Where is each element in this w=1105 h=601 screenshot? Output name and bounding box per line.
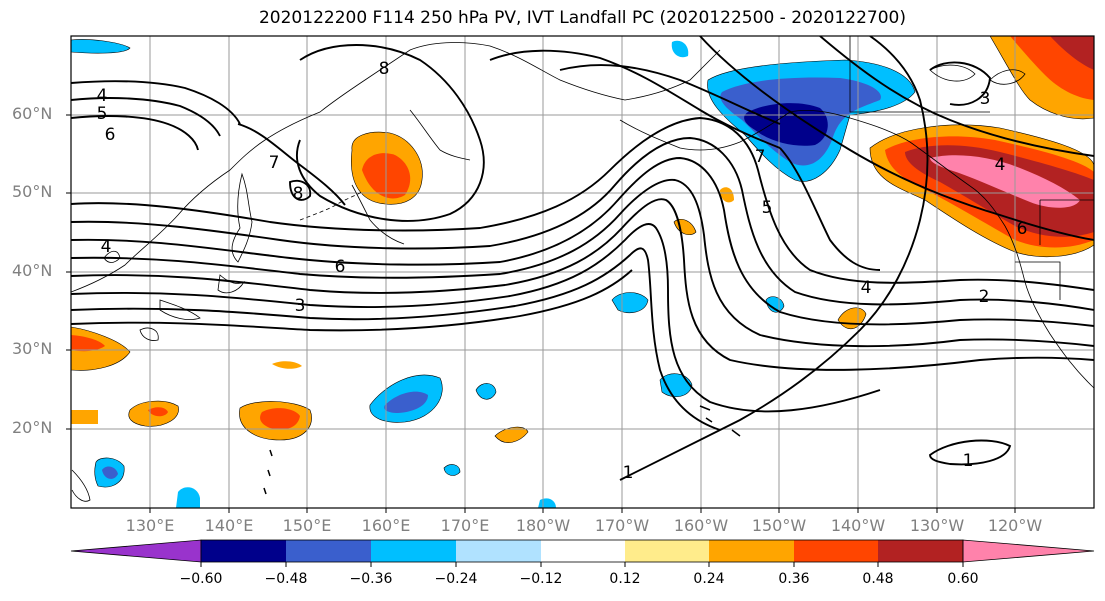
lon-label: 150°E	[282, 516, 332, 535]
lon-label: 130°E	[125, 516, 175, 535]
contour-label: 7	[269, 153, 280, 173]
colorbar-segment-6	[625, 540, 709, 562]
lat-label-40n: 40°N	[12, 261, 53, 280]
lat-label-60n: 60°N	[12, 104, 53, 123]
map-title: 2020122200 F114 250 hPa PV, IVT Landfall…	[258, 8, 906, 28]
colorbar-tick-label: 0.24	[693, 571, 725, 587]
lon-label: 170°E	[440, 516, 490, 535]
lat-label-30n: 30°N	[12, 339, 53, 358]
lon-label: 160°E	[361, 516, 411, 535]
lat-label-20n: 20°N	[12, 418, 53, 437]
colorbar-tick-label: 0.60	[947, 571, 979, 587]
colorbar	[70, 539, 1095, 567]
colorbar-segment-5	[541, 540, 625, 562]
colorbar-segment-2	[286, 540, 371, 562]
contour-label: 8	[293, 184, 304, 204]
contour-label: 1	[623, 463, 634, 483]
colorbar-segment-10	[962, 539, 1095, 563]
contour-label: 6	[105, 125, 116, 145]
pv-contours	[71, 36, 1094, 481]
contour-label: 2	[979, 287, 990, 307]
lon-label: 140°E	[204, 516, 254, 535]
lon-label: 150°W	[751, 516, 807, 535]
colorbar-tick-label: −0.24	[434, 571, 478, 587]
lat-label-50n: 50°N	[12, 182, 53, 201]
colorbar-tick-label: −0.12	[519, 571, 563, 587]
colorbar-tick-label: 0.48	[862, 571, 894, 587]
colorbar-tick-label: 0.36	[778, 571, 810, 587]
axis-ticks	[66, 114, 1016, 513]
colorbar-segment-3	[371, 540, 456, 562]
contour-label: 6	[1017, 219, 1028, 239]
contour-label: 3	[295, 296, 306, 316]
contour-label: 6	[335, 257, 346, 277]
contour-label: 4	[995, 155, 1006, 175]
contour-label: 4	[97, 86, 108, 106]
contour-label: 5	[97, 104, 108, 124]
colorbar-tick-label: −0.36	[349, 571, 393, 587]
lon-label: 140°W	[830, 516, 886, 535]
contour-label: 1	[963, 451, 974, 471]
colorbar-segment-8	[794, 540, 878, 562]
lon-label: 180°W	[515, 516, 571, 535]
lon-label: 130°W	[909, 516, 965, 535]
contour-label: 3	[980, 89, 991, 109]
lon-label: 160°W	[673, 516, 729, 535]
colorbar-tick-label: −0.48	[264, 571, 308, 587]
colorbar-segment-4	[456, 540, 541, 562]
contour-label-group: 4 5 6 7 8 8 4 6 3 7 5 4 2 1 1 3 4 6	[97, 59, 1028, 483]
contour-label: 5	[762, 198, 773, 218]
contour-label: 7	[755, 147, 766, 167]
contour-label: 8	[379, 59, 390, 79]
colorbar-tick-label: −0.60	[179, 571, 223, 587]
colorbar-segment-9	[878, 540, 963, 562]
colorbar-segment-1	[201, 540, 286, 562]
colorbar-segment-7	[709, 540, 794, 562]
colorbar-tick-label: 0.12	[609, 571, 641, 587]
lon-label: 170°W	[594, 516, 650, 535]
colorbar-segment-0	[70, 539, 202, 563]
contour-label: 4	[101, 237, 112, 257]
lon-label: 120°W	[987, 516, 1043, 535]
contour-label: 4	[861, 278, 872, 298]
